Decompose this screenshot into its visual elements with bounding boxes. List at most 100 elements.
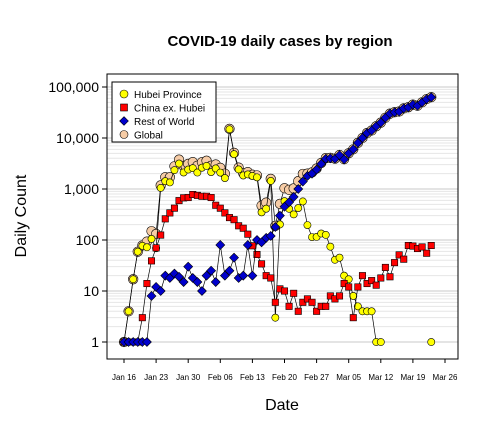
y-axis-title: Daily Count xyxy=(13,174,30,257)
series-china-ex-hubei xyxy=(120,191,435,346)
data-point xyxy=(313,307,321,315)
series-layer xyxy=(118,92,437,348)
data-point xyxy=(274,210,285,221)
data-point xyxy=(216,204,224,212)
data-point xyxy=(375,117,386,128)
data-point xyxy=(427,242,435,250)
y-tick-label: 1,000 xyxy=(64,181,99,197)
data-point xyxy=(175,159,183,168)
data-point xyxy=(289,210,298,219)
data-point xyxy=(368,277,376,285)
data-point xyxy=(206,265,217,276)
data-point xyxy=(242,240,253,250)
data-point xyxy=(143,243,151,252)
x-tick-label: Feb 06 xyxy=(208,373,233,382)
data-point xyxy=(335,253,344,262)
data-point xyxy=(210,277,221,287)
data-point xyxy=(143,280,151,288)
y-tick-label: 100 xyxy=(76,232,100,248)
data-point xyxy=(147,235,156,243)
x-tick-label: Mar 05 xyxy=(336,373,361,382)
x-axis-title: Date xyxy=(265,397,299,414)
data-point xyxy=(239,224,247,232)
data-point xyxy=(238,270,249,281)
data-point xyxy=(386,273,394,281)
data-point xyxy=(426,92,437,103)
data-point xyxy=(133,247,142,256)
legend-label: China ex. Hubei xyxy=(134,104,205,115)
data-point xyxy=(220,174,229,182)
data-point xyxy=(165,178,174,187)
data-point xyxy=(293,184,304,194)
x-tick-label: Feb 13 xyxy=(240,373,265,382)
data-point xyxy=(129,275,138,284)
data-point xyxy=(192,277,203,287)
legend-item: Hubei Province xyxy=(119,89,202,101)
data-point xyxy=(215,240,226,250)
data-point xyxy=(376,338,385,346)
data-point xyxy=(423,249,431,257)
data-point xyxy=(201,270,212,281)
data-point xyxy=(280,287,288,295)
x-tick-label: Mar 12 xyxy=(368,373,393,382)
data-point xyxy=(170,204,178,212)
series-rest-of-world xyxy=(119,92,437,347)
data-point xyxy=(336,292,344,300)
x-axis: Jan 16 Jan 23 Jan 30 Feb 06 Feb 13 Feb 20 Feb … xyxy=(112,359,458,382)
data-point xyxy=(308,298,316,306)
plot-frame xyxy=(106,73,459,360)
legend-item: China ex. Hubei xyxy=(120,104,205,115)
x-tick-label: Jan 16 xyxy=(112,373,137,382)
data-point xyxy=(234,165,243,174)
data-point xyxy=(349,292,358,300)
y-tick-label: 10,000 xyxy=(56,130,99,146)
data-point xyxy=(381,263,389,271)
legend-label: Hubei Province xyxy=(134,90,202,101)
data-point xyxy=(253,173,261,182)
data-point xyxy=(266,177,275,185)
data-point xyxy=(161,215,169,223)
legend-item: Rest of World xyxy=(119,116,194,128)
data-point xyxy=(170,166,179,175)
legend-marker xyxy=(119,130,129,139)
data-point xyxy=(142,337,152,347)
data-point xyxy=(358,272,366,280)
data-point xyxy=(284,197,295,208)
data-point xyxy=(271,298,279,306)
series-line xyxy=(124,129,431,342)
data-point xyxy=(357,133,368,143)
data-point xyxy=(345,283,353,291)
data-point xyxy=(156,183,165,192)
data-point xyxy=(391,259,399,267)
data-point xyxy=(316,159,327,169)
data-point xyxy=(230,216,238,224)
data-point xyxy=(294,204,303,212)
data-point xyxy=(216,168,225,177)
data-point xyxy=(157,231,165,239)
data-point xyxy=(124,307,133,316)
legend-label: Global xyxy=(134,131,163,142)
x-tick-label: Mar 19 xyxy=(400,373,425,382)
data-point xyxy=(303,221,312,229)
data-point xyxy=(207,194,215,202)
data-point xyxy=(339,154,350,165)
data-point xyxy=(352,138,363,148)
data-point xyxy=(146,291,157,301)
x-tick-label: Jan 23 xyxy=(144,373,169,382)
data-point xyxy=(400,255,408,263)
data-point xyxy=(219,270,230,281)
data-point xyxy=(354,283,362,291)
x-tick-label: Jan 30 xyxy=(176,373,201,382)
data-point xyxy=(267,274,275,282)
legend-box xyxy=(111,81,217,143)
data-point xyxy=(367,307,376,316)
legend-marker xyxy=(119,89,129,99)
legend-marker xyxy=(119,116,129,126)
data-point xyxy=(311,164,322,175)
data-point xyxy=(349,314,357,322)
data-point xyxy=(348,144,359,155)
data-point xyxy=(298,197,307,206)
legend-item: Global xyxy=(119,130,163,142)
data-point xyxy=(247,270,258,281)
